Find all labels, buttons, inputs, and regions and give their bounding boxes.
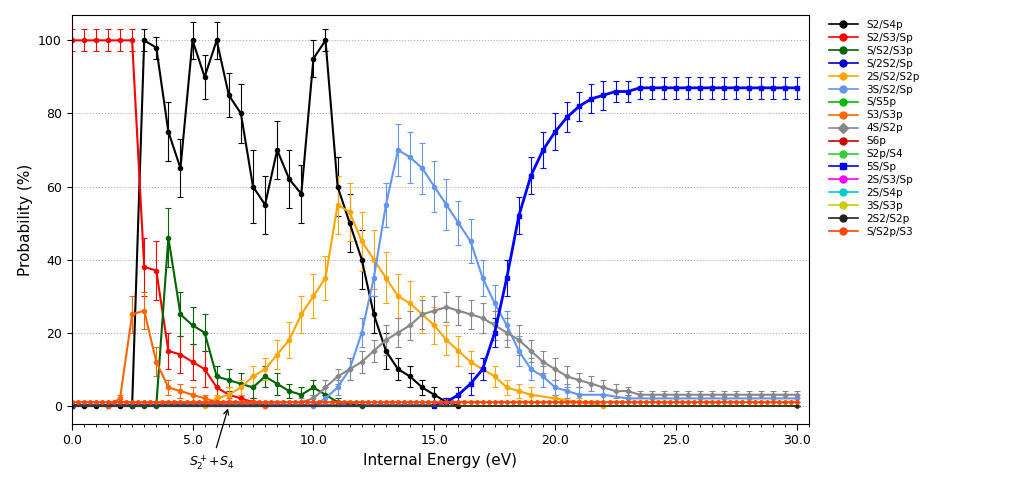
Y-axis label: Probability (%): Probability (%) (17, 163, 33, 276)
X-axis label: Internal Energy (eV): Internal Energy (eV) (364, 453, 517, 468)
Text: $S_2^+$+$S_4$: $S_2^+$+$S_4$ (189, 410, 234, 472)
Legend: S2/S4p, S2/S3/Sp, S/S2/S3p, S/2S2/Sp, 2S/S2/S2p, 3S/S2/Sp, S/S5p, S3/S3p, 4S/S2p: S2/S4p, S2/S3/Sp, S/S2/S3p, S/2S2/Sp, 2S… (828, 20, 920, 237)
